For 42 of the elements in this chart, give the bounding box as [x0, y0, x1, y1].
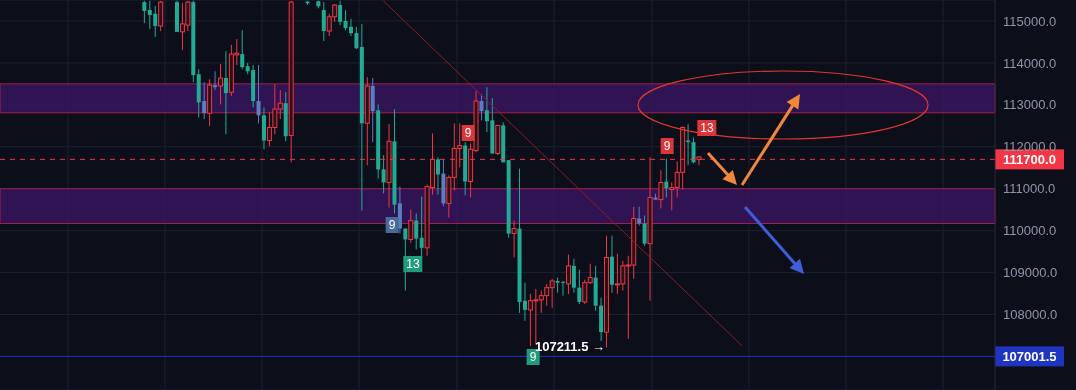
y-tick-label: 113000.0 [1003, 97, 1057, 113]
candlestick [577, 269, 582, 305]
candlestick [381, 154, 386, 194]
candlestick [354, 26, 359, 50]
candlestick [142, 0, 147, 24]
candlestick [403, 228, 408, 292]
y-tick-label: 110000.0 [1003, 223, 1057, 239]
candlestick [658, 169, 664, 209]
candlestick [565, 254, 571, 295]
annotation: 9 [385, 217, 399, 233]
ref-line-label: 111700.0 [1003, 152, 1056, 168]
candlestick [511, 220, 517, 258]
candlestick [240, 29, 245, 70]
y-tick-label: 115000.0 [1003, 13, 1057, 29]
candlestick [223, 50, 228, 135]
y-tick-label: 111000.0 [1003, 181, 1056, 197]
candlestick [686, 123, 691, 166]
candlestick [338, 0, 343, 26]
candlestick [408, 209, 414, 244]
candlestick [435, 156, 440, 196]
candlestick [691, 137, 696, 164]
candlestick [217, 63, 223, 105]
candlestick [202, 81, 207, 120]
candlestick [642, 215, 647, 247]
y-tick-label: 109000.0 [1003, 265, 1058, 281]
candlestick [479, 93, 484, 121]
y-tick-label: 114000.0 [1003, 55, 1057, 71]
y-tick-label: 108000.0 [1003, 307, 1058, 323]
candlestick [419, 196, 424, 258]
annotation: 13 [697, 120, 717, 136]
candlestick [571, 258, 576, 294]
candlestick [414, 212, 419, 251]
annotation: 9 [461, 125, 475, 141]
candlestick [348, 18, 353, 37]
annotation: 13 [403, 256, 423, 272]
annotation: 9 [660, 138, 674, 154]
candlestick [158, 0, 164, 32]
candlestick [213, 70, 218, 91]
candlestick [256, 64, 261, 124]
candlestick [321, 1, 326, 42]
ref-line-label: 107001.5 [1002, 349, 1057, 365]
candlestick [637, 206, 642, 227]
